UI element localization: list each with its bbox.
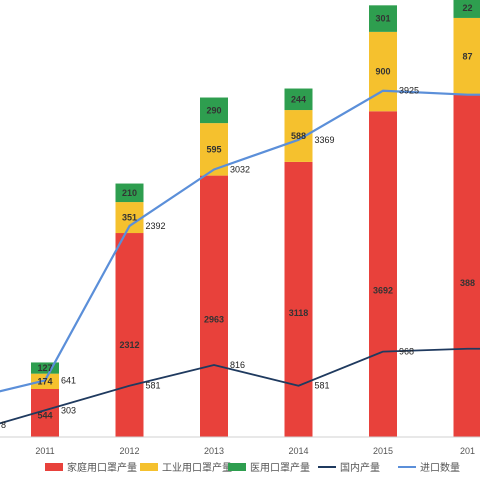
bar-label-1-2014: 3118 bbox=[289, 308, 309, 318]
bar-3-2012 bbox=[115, 183, 144, 203]
legend-swatch-2 bbox=[140, 463, 158, 471]
x-tick-2011: 2011 bbox=[35, 446, 54, 456]
x-tick-2016: 201 bbox=[460, 446, 475, 456]
bar-2-2016 bbox=[453, 17, 480, 95]
line-1 bbox=[0, 347, 480, 425]
bar-3-2013 bbox=[200, 97, 228, 124]
legend: 家庭用口罩产量 工业用口罩产量 医用口罩产量 国内产量 进口数量 bbox=[45, 461, 460, 474]
bar-3-2016 bbox=[453, 0, 480, 18]
bar-3-2014 bbox=[284, 88, 313, 111]
legend-swatch-3 bbox=[228, 463, 246, 471]
bar-label-3-2014: 244 bbox=[291, 94, 306, 104]
legend-label-1: 家庭用口罩产量 bbox=[67, 461, 137, 474]
legend-label-2: 工业用口罩产量 bbox=[162, 461, 232, 474]
legend-label-3: 医用口罩产量 bbox=[250, 461, 310, 474]
bar-label-3-2013: 290 bbox=[206, 105, 221, 115]
line-1-label-2013: 816 bbox=[230, 360, 245, 370]
line-2-label-2011: 641 bbox=[61, 375, 76, 385]
legend-label-4: 国内产量 bbox=[340, 461, 380, 474]
bar-label-2-2015: 900 bbox=[375, 67, 390, 77]
x-tick-2015: 2015 bbox=[373, 446, 393, 456]
bar-label-1-2015: 3692 bbox=[373, 285, 393, 295]
bar-1-2012 bbox=[115, 233, 144, 437]
line-2 bbox=[0, 89, 480, 393]
bar-2-2014 bbox=[284, 110, 313, 162]
legend-label-5: 进口数量 bbox=[420, 461, 460, 474]
bar-label-2-2011: 174 bbox=[37, 376, 52, 386]
bar-1-2016 bbox=[453, 94, 480, 437]
bar-1-2015 bbox=[369, 111, 397, 437]
x-tick-2012: 2012 bbox=[119, 446, 139, 456]
bar-2-2015 bbox=[369, 31, 397, 112]
bar-label-2-2016: 87 bbox=[462, 51, 472, 61]
bar-3-2015 bbox=[369, 5, 397, 32]
line-1-label-2014: 581 bbox=[315, 381, 330, 391]
bar-label-3-2012: 210 bbox=[122, 188, 137, 198]
line-1-start-label: 8 bbox=[1, 420, 6, 430]
line-2-label-2014: 3369 bbox=[315, 135, 335, 145]
data-label-layer: 544 174 127 2312 351 210 2963 595 290 3118 588 244 3… bbox=[1, 3, 475, 430]
x-tick-2013: 2013 bbox=[204, 446, 224, 456]
bar-label-2-2013: 595 bbox=[206, 144, 221, 154]
bar-label-1-2011: 544 bbox=[37, 410, 52, 420]
legend-swatch-1 bbox=[45, 463, 63, 471]
bar-3-2011 bbox=[31, 362, 59, 374]
x-axis: 2011 2012 2013 2014 2015 201 bbox=[0, 436, 480, 456]
bar-label-3-2016: 22 bbox=[462, 3, 472, 13]
line-1-label-2012: 581 bbox=[146, 381, 161, 391]
bar-label-3-2015: 301 bbox=[375, 14, 390, 24]
line-layer bbox=[0, 89, 480, 425]
bar-1-2014 bbox=[284, 161, 313, 438]
bar-label-1-2013: 2963 bbox=[204, 314, 224, 324]
line-2-label-2013: 3032 bbox=[230, 165, 250, 175]
bar-layer bbox=[31, 0, 480, 438]
bar-label-1-2012: 2312 bbox=[119, 340, 139, 350]
bar-label-2-2012: 351 bbox=[122, 213, 137, 223]
bar-label-1-2016: 388 bbox=[460, 278, 475, 288]
line-1-label-2015: 968 bbox=[399, 347, 414, 357]
bar-label-2-2014: 588 bbox=[291, 131, 306, 141]
bar-1-2013 bbox=[200, 175, 228, 438]
x-tick-2014: 2014 bbox=[288, 446, 308, 456]
line-2-label-2015: 3925 bbox=[399, 86, 419, 96]
line-1-label-2011: 303 bbox=[61, 405, 76, 415]
bar-label-3-2011: 127 bbox=[37, 363, 52, 373]
line-2-label-2012: 2392 bbox=[146, 221, 166, 231]
